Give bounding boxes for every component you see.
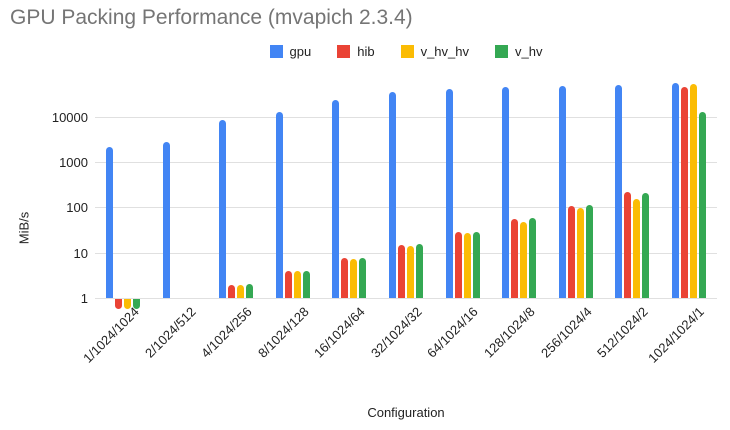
x-axis-title: Configuration (367, 405, 445, 420)
chart-title: GPU Packing Performance (mvapich 2.3.4) (10, 6, 413, 29)
bar-v_hv_hv[interactable] (689, 83, 697, 298)
legend-swatch-icon (269, 44, 283, 58)
y-tick-label: 10000 (51, 109, 88, 125)
bar-v_hv_hv[interactable] (576, 208, 584, 298)
bar-hib[interactable] (624, 192, 632, 298)
bar-v_hv[interactable] (585, 204, 593, 298)
x-tick-label: 8/1024/128 (254, 304, 312, 361)
bar-v_hv_hv[interactable] (237, 285, 245, 298)
bar-gpu[interactable] (219, 119, 227, 298)
legend: gpu hib v_hv_hv v_hv (95, 43, 717, 59)
x-tick-label: 64/1024/16 (424, 304, 482, 361)
legend-swatch-icon (495, 44, 508, 58)
bar-v_hv_hv[interactable] (463, 233, 471, 298)
legend-item-hib: hib (337, 43, 375, 59)
legend-label: hib (357, 43, 375, 59)
legend-item-v_hv_hv: v_hv_hv (400, 43, 469, 59)
bar-hib[interactable] (228, 285, 236, 298)
legend-swatch-icon (400, 44, 414, 58)
bar-hib[interactable] (680, 87, 688, 298)
x-tick-label: 256/1024/4 (537, 304, 595, 361)
bar-v_hv[interactable] (246, 284, 254, 298)
bar-v_hv[interactable] (416, 244, 423, 298)
bar-v_hv[interactable] (642, 192, 650, 298)
y-axis-title: MiB/s (16, 211, 32, 245)
bar-gpu[interactable] (615, 85, 623, 298)
bar-v_hv_hv[interactable] (350, 259, 358, 298)
bar-hib[interactable] (511, 219, 519, 298)
bar-v_hv_hv[interactable] (293, 271, 301, 298)
bar-gpu[interactable] (445, 88, 453, 298)
bar-gpu[interactable] (332, 99, 340, 298)
bar-hib[interactable] (284, 270, 292, 298)
bar-v_hv_hv[interactable] (407, 246, 414, 298)
bar-hib[interactable] (115, 299, 123, 310)
y-tick-label: 100 (66, 200, 88, 216)
gridline (95, 207, 717, 209)
bar-gpu[interactable] (106, 146, 114, 298)
x-tick-label: 128/1024/8 (481, 304, 538, 361)
legend-swatch-icon (337, 44, 351, 58)
y-tick-label: 10 (73, 245, 88, 261)
bar-hib[interactable] (341, 258, 349, 298)
y-tick-label: 1000 (59, 155, 88, 171)
bar-v_hv[interactable] (529, 218, 537, 298)
bar-hib[interactable] (567, 205, 575, 298)
x-tick-label: 16/1024/64 (311, 304, 369, 361)
bar-gpu[interactable] (389, 92, 396, 298)
plot-area (95, 70, 717, 310)
gridline (95, 298, 717, 299)
gridline (95, 252, 717, 254)
bar-gpu[interactable] (558, 85, 566, 298)
bar-v_hv[interactable] (698, 111, 706, 298)
bar-v_hv[interactable] (302, 270, 310, 298)
bar-v_hv[interactable] (472, 231, 480, 298)
legend-item-gpu: gpu (269, 43, 312, 59)
bar-gpu[interactable] (502, 87, 510, 298)
bar-gpu[interactable] (671, 83, 679, 298)
bar-v_hv[interactable] (359, 257, 367, 298)
bar-gpu[interactable] (275, 111, 283, 298)
x-tick-label: 1/1024/1024 (80, 304, 142, 366)
x-tick-label: 32/1024/32 (367, 304, 425, 361)
x-tick-label: 2/1024/512 (141, 304, 199, 361)
bar-hib[interactable] (454, 232, 462, 298)
bar-v_hv_hv[interactable] (520, 221, 528, 298)
bar-v_hv_hv[interactable] (633, 199, 641, 298)
legend-label: v_hv (515, 43, 543, 59)
bar-gpu[interactable] (162, 141, 170, 298)
x-tick-label: 4/1024/256 (198, 304, 255, 361)
gridline (95, 162, 717, 164)
x-tick-label: 1024/1024/1 (645, 304, 708, 366)
gridline (95, 116, 717, 118)
y-tick-label: 1 (80, 291, 88, 306)
legend-item-v_hv: v_hv (495, 44, 542, 59)
x-tick-label: 512/1024/2 (594, 304, 651, 361)
bar-v_hv[interactable] (133, 299, 141, 310)
legend-label: gpu (289, 43, 312, 59)
legend-label: v_hv_hv (420, 43, 469, 59)
bar-v_hv_hv[interactable] (124, 299, 132, 310)
bar-hib[interactable] (398, 244, 405, 298)
